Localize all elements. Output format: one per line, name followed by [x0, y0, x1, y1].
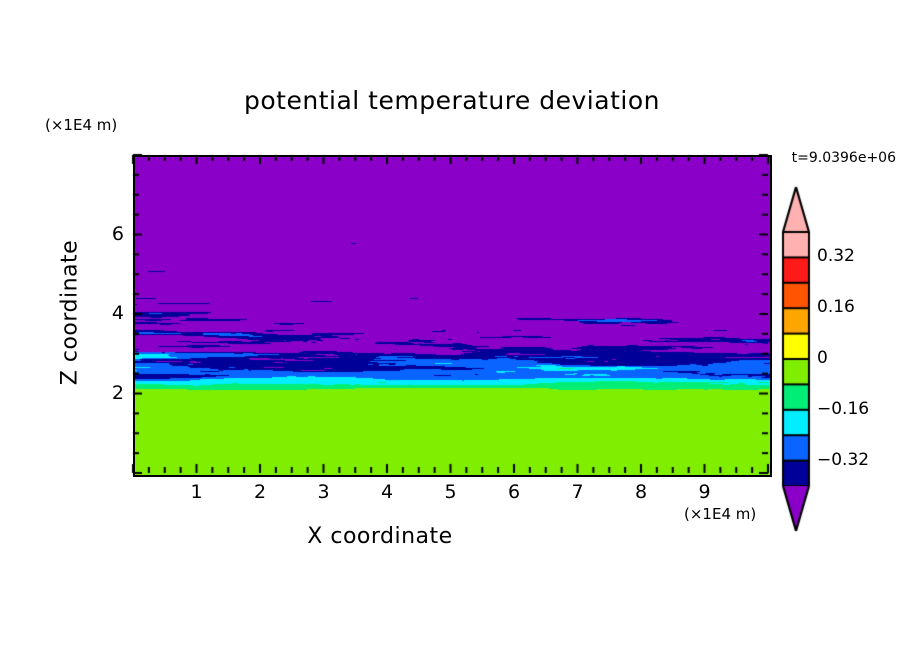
y-tick-label: 2: [111, 381, 124, 404]
y-tick-label: 6: [111, 222, 124, 245]
y-axis-title: Z coordinate: [57, 239, 83, 386]
colorbar: [781, 186, 811, 532]
x-tick-label: 4: [380, 481, 394, 503]
colorbar-tick-label: 0.16: [817, 297, 855, 318]
x-tick-label: 8: [634, 481, 648, 503]
x-tick-label: 6: [507, 481, 521, 503]
x-tick-label: 9: [698, 481, 711, 503]
colorbar-tick-label: −0.32: [817, 449, 870, 470]
x-tick-label: 5: [444, 481, 457, 503]
timestamp-annotation: t=9.0396e+06: [791, 150, 896, 166]
x-tick-label: 3: [317, 481, 330, 503]
x-tick-label: 7: [571, 481, 584, 503]
x-tick-label: 1: [190, 481, 203, 503]
y-axis-units-label: (×1E4 m): [45, 116, 118, 134]
x-tick-label: 2: [253, 481, 267, 503]
page-title: potential temperature deviation: [244, 86, 660, 115]
colorbar-tick-label: 0: [817, 348, 828, 368]
colorbar-tick-label: −0.16: [817, 398, 870, 419]
colorbar-gradient: [781, 186, 811, 532]
x-axis-units-label: (×1E4 m): [684, 505, 757, 523]
colorbar-tick-label: 0.32: [817, 246, 855, 267]
x-axis-title: X coordinate: [307, 524, 453, 549]
plot-area: [133, 155, 772, 477]
y-tick-label: 4: [111, 302, 124, 324]
contour-field-canvas: [135, 157, 770, 475]
